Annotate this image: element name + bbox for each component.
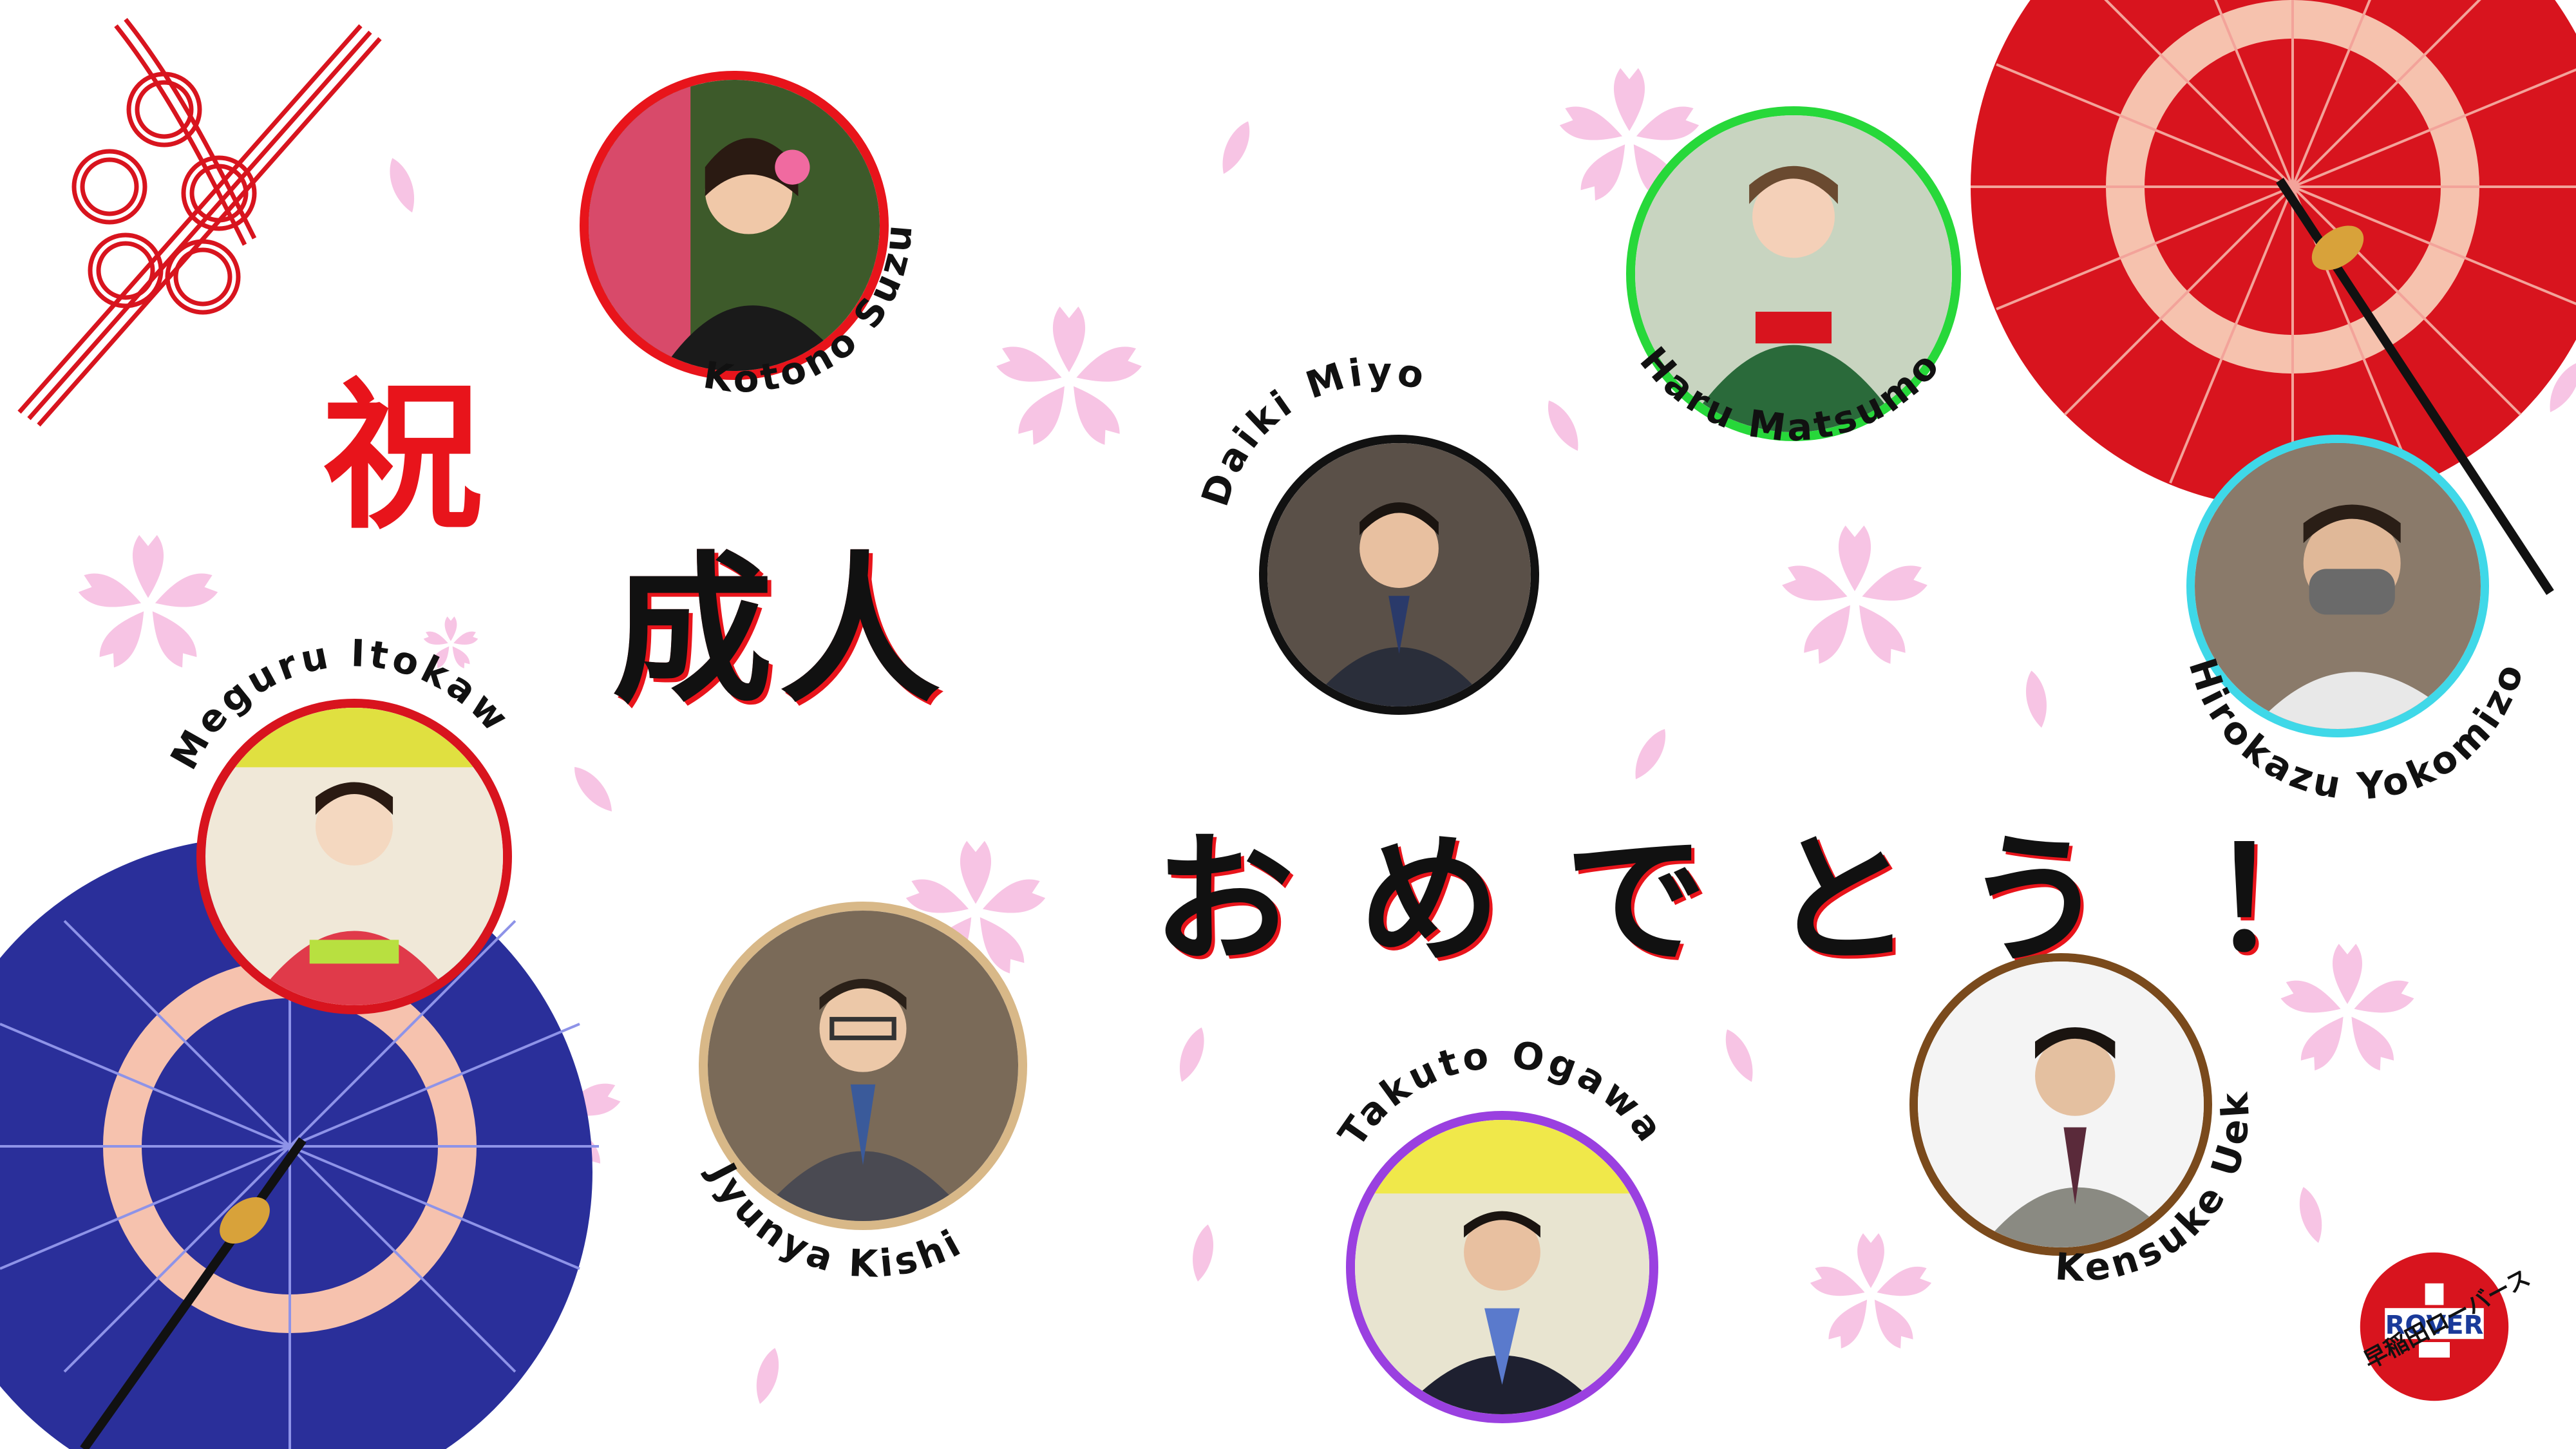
title-line-3: お め で と う ！ <box>1153 786 2409 983</box>
red-umbrella-icon <box>1971 0 2576 595</box>
portrait-kensuke-ueki <box>1909 953 2212 1256</box>
portrait-daiki-miyo <box>1259 435 1539 715</box>
title-char-o: お <box>1153 818 1295 983</box>
portrait-haru-matsumoto <box>1626 106 1961 441</box>
logo-badge-text: ROVER <box>2385 1311 2484 1340</box>
rover-logo: ROVER <box>2357 1249 2512 1404</box>
portrait-jyunya-kishi <box>699 902 1027 1230</box>
portrait-meguru-itokawa <box>196 699 512 1014</box>
title-line-1: 祝 <box>322 363 483 551</box>
title-char-exclaim: ！ <box>2209 818 2351 983</box>
blue-umbrella-icon <box>0 824 599 1449</box>
portrait-hirokazu-yokomizo <box>2186 435 2489 737</box>
portrait-takuto-ogawa <box>1346 1111 1658 1423</box>
mizuhiki-knot-icon <box>17 17 382 427</box>
title-char-de: で <box>1565 818 1707 983</box>
portrait-kotono-suzuki <box>580 71 889 380</box>
title-char-to: と <box>1771 818 1913 983</box>
title-char-me: め <box>1359 818 1501 983</box>
title-line-2: 成人 <box>612 537 947 724</box>
